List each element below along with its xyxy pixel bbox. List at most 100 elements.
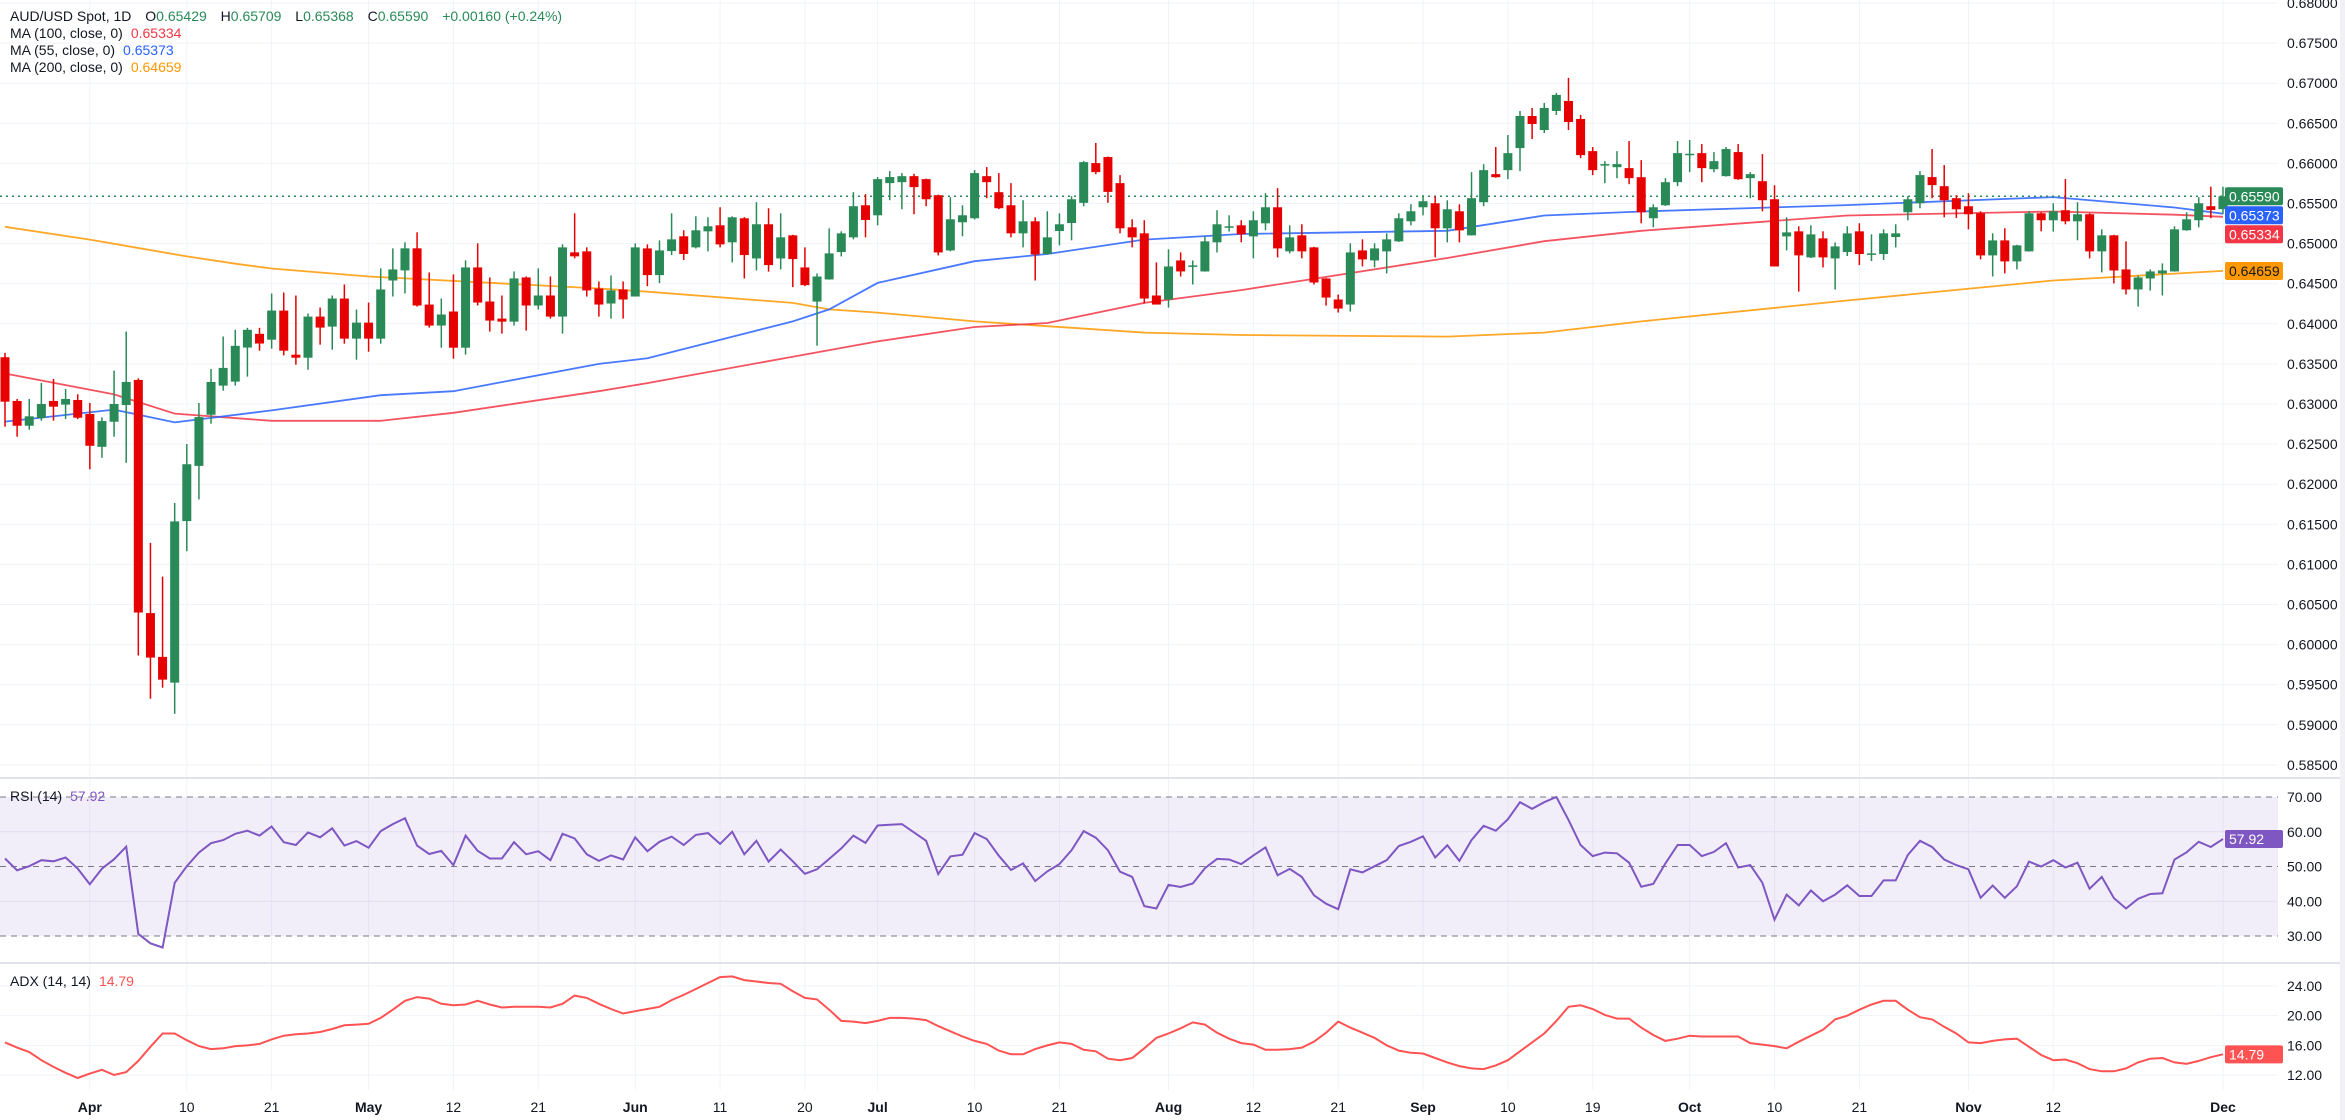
price-tick-label: 0.65500 bbox=[2287, 196, 2338, 212]
legend-rsi[interactable]: RSI (14) 57.92 bbox=[10, 788, 105, 805]
candle-up bbox=[388, 248, 398, 297]
candle-body bbox=[1406, 211, 1416, 222]
right-edge bbox=[2340, 0, 2345, 1120]
candle-down bbox=[1139, 220, 1149, 304]
candle-body bbox=[1806, 234, 1816, 258]
candle-up bbox=[533, 268, 543, 310]
candle-body bbox=[1103, 157, 1113, 192]
time-tick-label: Oct bbox=[1678, 1099, 1702, 1115]
price-tick-label: 0.60000 bbox=[2287, 637, 2338, 653]
candle-down bbox=[739, 217, 749, 279]
candle-up bbox=[1806, 225, 1816, 259]
candle-down bbox=[642, 244, 652, 287]
candle-body bbox=[1236, 225, 1246, 235]
candle-down bbox=[1636, 160, 1646, 224]
legend-ma55[interactable]: MA (55, close, 0) 0.65373 bbox=[10, 42, 174, 59]
ma55-badge-bg bbox=[2225, 206, 2283, 225]
candle-down bbox=[982, 167, 992, 199]
candle-up bbox=[327, 295, 337, 350]
candle-body bbox=[1794, 231, 1804, 256]
candle-down bbox=[1697, 144, 1707, 183]
candle-down bbox=[679, 230, 689, 261]
price-tick-label: 0.63500 bbox=[2287, 356, 2338, 372]
candle-up bbox=[630, 243, 640, 297]
candle-body bbox=[1539, 107, 1549, 131]
symbol-title[interactable]: AUD/USD Spot, 1D bbox=[10, 8, 132, 24]
candle-down bbox=[1273, 188, 1283, 258]
candle-up bbox=[2145, 269, 2155, 291]
candle-up bbox=[1745, 172, 1755, 199]
candle-up bbox=[1673, 141, 1683, 187]
candle-down bbox=[1151, 262, 1161, 305]
candle-down bbox=[339, 284, 349, 344]
candle-up bbox=[1188, 260, 1198, 285]
candle-up bbox=[400, 242, 410, 294]
legend-ma100[interactable]: MA (100, close, 0) 0.65334 bbox=[10, 25, 181, 42]
rsi-tick-label: 60.00 bbox=[2287, 824, 2322, 840]
candle-body bbox=[1588, 151, 1598, 171]
candle-up bbox=[558, 244, 568, 334]
candle-down bbox=[2109, 234, 2119, 284]
candle-body bbox=[582, 251, 592, 291]
candle-body bbox=[509, 278, 519, 322]
candle-body bbox=[1224, 226, 1234, 228]
candle-body bbox=[1770, 199, 1780, 267]
candle-body bbox=[1648, 207, 1658, 219]
candle-up bbox=[2194, 197, 2204, 228]
candle-body bbox=[2036, 213, 2046, 221]
candle-up bbox=[667, 213, 677, 256]
candle-body bbox=[1733, 152, 1743, 180]
price-tick-label: 0.68000 bbox=[2287, 0, 2338, 11]
time-tick-label: Sep bbox=[1410, 1099, 1436, 1115]
candle-up bbox=[1503, 135, 1513, 180]
candle-down bbox=[594, 281, 604, 317]
time-tick-label: May bbox=[355, 1099, 382, 1115]
legend-adx[interactable]: ADX (14, 14) 14.79 bbox=[10, 973, 134, 990]
indicator-lines bbox=[4, 795, 2224, 1080]
candle-body bbox=[473, 267, 483, 303]
candle-body bbox=[1927, 177, 1937, 186]
candle-down bbox=[1430, 196, 1440, 258]
candle-down bbox=[315, 307, 325, 345]
candle-up bbox=[1866, 234, 1876, 262]
legend-ma200[interactable]: MA (200, close, 0) 0.64659 bbox=[10, 59, 181, 76]
candle-body bbox=[570, 252, 580, 257]
candle-down bbox=[788, 234, 798, 288]
candle-body bbox=[2048, 211, 2058, 221]
candle-up bbox=[897, 173, 907, 210]
candle-body bbox=[1115, 183, 1125, 229]
price-badges: 0.65590 0.65373 0.65334 0.64659 57.92 14.79 bbox=[2225, 187, 2283, 1064]
candle-down bbox=[1563, 77, 1573, 131]
candle-body bbox=[242, 329, 252, 348]
price-tick-label: 0.62000 bbox=[2287, 476, 2338, 492]
candle-down bbox=[2060, 179, 2070, 225]
candle-up bbox=[1612, 151, 1622, 179]
candle-body bbox=[1939, 186, 1949, 201]
candle-down bbox=[448, 274, 458, 359]
candle-body bbox=[618, 289, 628, 300]
candle-body bbox=[2145, 271, 2155, 279]
candle-up bbox=[376, 268, 386, 344]
low-value: 0.65368 bbox=[303, 8, 354, 24]
candle-body bbox=[2085, 214, 2095, 252]
candle-down bbox=[1309, 246, 1319, 285]
candle-body bbox=[1176, 260, 1186, 272]
candle-up bbox=[1721, 147, 1731, 177]
price-tick-label: 0.64000 bbox=[2287, 316, 2338, 332]
candle-body bbox=[1818, 238, 1828, 258]
candle-down bbox=[861, 194, 871, 238]
candle-body bbox=[1697, 153, 1707, 169]
candle-body bbox=[970, 173, 980, 219]
candle-down bbox=[85, 403, 95, 470]
candle-up bbox=[1406, 204, 1416, 226]
candle-body bbox=[824, 253, 834, 280]
high-value: 0.65709 bbox=[230, 8, 282, 24]
candle-up bbox=[1648, 204, 1658, 228]
ma55-badge-text: 0.65373 bbox=[2229, 207, 2280, 223]
candle-up bbox=[606, 275, 616, 319]
candle-body bbox=[1963, 206, 1973, 215]
candle-down bbox=[0, 352, 10, 427]
price-tick-label: 0.61500 bbox=[2287, 516, 2338, 532]
ma100-label: MA (100, close, 0) bbox=[10, 25, 123, 41]
